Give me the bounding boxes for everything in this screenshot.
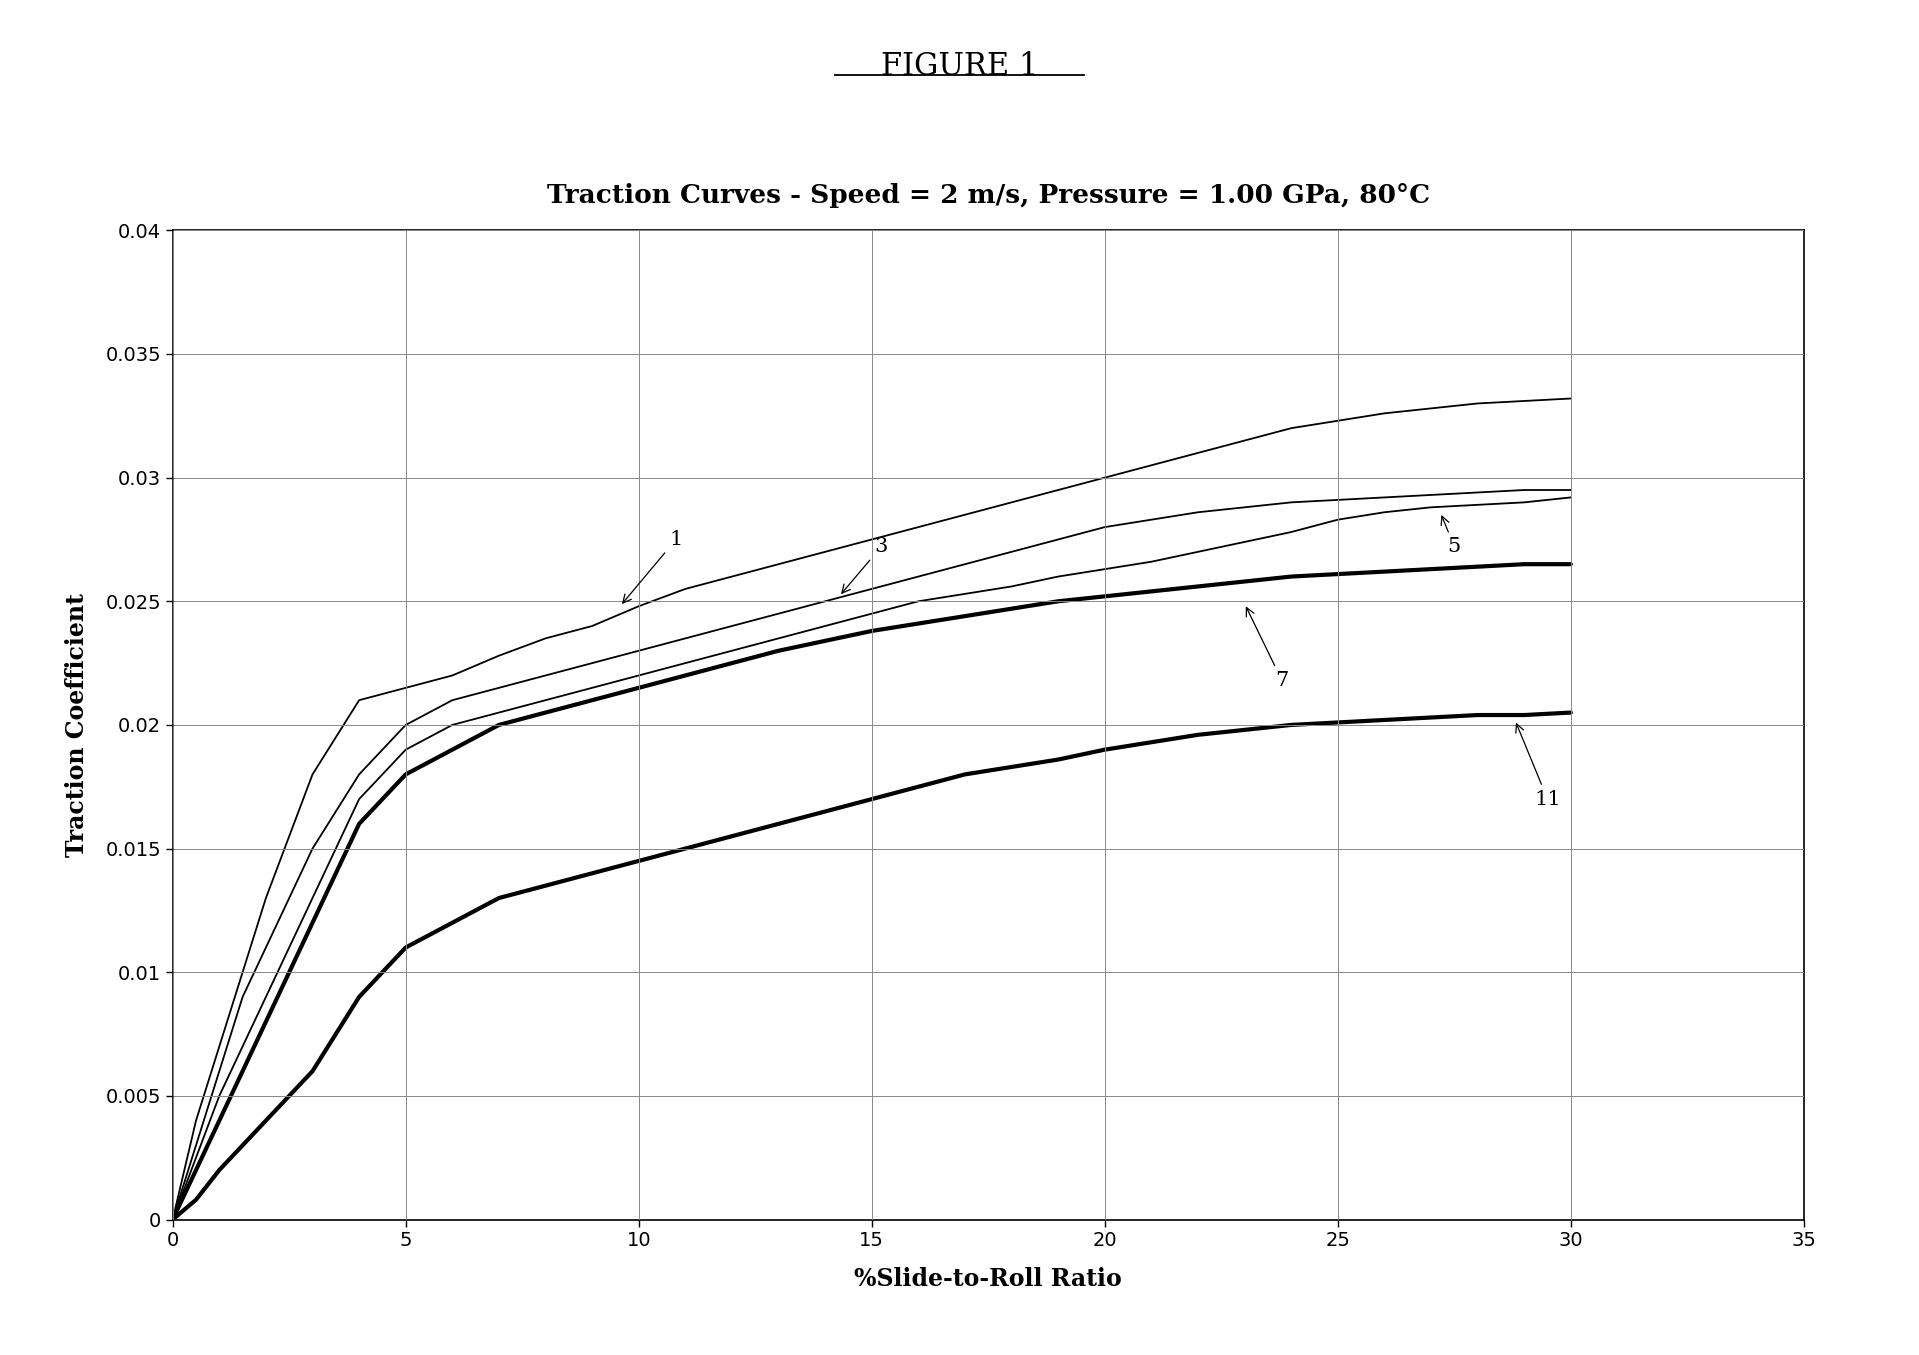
Text: 7: 7 [1245, 607, 1288, 690]
Text: 3: 3 [842, 538, 888, 593]
Text: 1: 1 [624, 530, 683, 603]
Title: Traction Curves - Speed = 2 m/s, Pressure = 1.00 GPa, 80°C: Traction Curves - Speed = 2 m/s, Pressur… [547, 183, 1430, 207]
X-axis label: %Slide-to-Roll Ratio: %Slide-to-Roll Ratio [854, 1267, 1123, 1291]
Text: FIGURE 1: FIGURE 1 [881, 51, 1038, 83]
Text: 11: 11 [1516, 724, 1560, 809]
Y-axis label: Traction Coefficient: Traction Coefficient [65, 593, 88, 856]
Text: 5: 5 [1441, 516, 1460, 557]
